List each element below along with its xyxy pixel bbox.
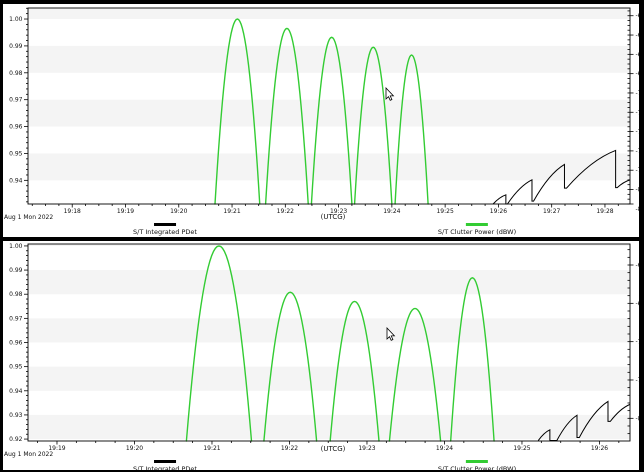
right-y-tick-label: -65	[636, 300, 640, 307]
date-label: Aug 1 Mon 2022	[4, 451, 54, 458]
chart-panel-bottom: 19:19 19:20 19:21 19:22 19:23 19:24 19:25 19:26…	[3, 241, 639, 470]
plot-border	[27, 7, 631, 205]
clutter-power-arc	[394, 54, 429, 205]
chart-bottom-canvas[interactable]: 19:19 19:20 19:21 19:22 19:23 19:24 19:25 19:26…	[3, 241, 639, 470]
date-label: Aug 1 Mon 2022	[4, 214, 54, 221]
left-y-tick-label: 0.97	[9, 97, 23, 104]
left-y-tick-label: 0.94	[9, 177, 23, 184]
plot-band	[28, 366, 630, 391]
right-y-tick-label: -75	[636, 377, 640, 384]
x-axis-title: (UTCG)	[320, 445, 346, 453]
plot-band	[28, 414, 630, 440]
left-y-tick-label: 0.94	[9, 388, 23, 395]
legend-item-integrated-pdet: S/T Integrated PDet	[133, 460, 197, 470]
right-y-tick-label: -70	[636, 339, 640, 346]
plot-band	[28, 153, 630, 181]
left-y-tick-label: 0.99	[9, 43, 23, 50]
left-y-tick-label: 0.96	[9, 340, 23, 347]
left-y-tick-label: 0.97	[9, 315, 23, 322]
plot-band	[28, 8, 630, 20]
legend-item-clutter-power: S/T Clutter Power (dBW)	[438, 223, 516, 236]
right-y-tick-label: -74	[636, 129, 640, 136]
x-axis-title: (UTCG)	[320, 213, 346, 221]
chart-panel-top: 19:18 19:19 19:20 19:21 19:22 19:23 19:24 19:25…	[3, 4, 639, 237]
right-y-tick-label: -80	[636, 187, 640, 194]
clutter-power-arc	[263, 291, 318, 442]
x-tick-label: 19:20	[170, 208, 187, 215]
plot-band	[28, 270, 630, 295]
right-y-tick-label: -72	[636, 109, 640, 116]
right-y-tick-label: -60	[636, 262, 640, 269]
legend-label-clutter: S/T Clutter Power (dBW)	[437, 228, 517, 236]
panel-divider	[0, 237, 644, 241]
clutter-power-arc	[449, 277, 495, 442]
x-tick-label: 19:22	[281, 445, 298, 452]
right-y-tick-label: -76	[636, 148, 640, 155]
legend-item-integrated-pdet: S/T Integrated PDet	[133, 223, 197, 236]
x-tick-label: 19:24	[436, 445, 453, 452]
x-tick-label: 19:21	[203, 445, 220, 452]
left-y-tick-label: 0.92	[9, 436, 23, 443]
clutter-power-arc	[264, 27, 309, 205]
pdet-legend-swatch	[154, 223, 176, 226]
left-y-tick-label: 0.99	[9, 267, 23, 274]
left-y-tick-label: 1.00	[9, 243, 23, 250]
clutter-power-arc	[329, 300, 380, 442]
pdet-legend-swatch	[154, 460, 176, 463]
plot-band	[28, 244, 630, 246]
right-y-tick-label: -62	[636, 13, 640, 20]
x-tick-label: 19:26	[591, 445, 608, 452]
right-y-tick-label: -64	[636, 32, 640, 39]
clutter-legend-swatch	[465, 460, 488, 463]
clutter-power-arc	[388, 307, 442, 442]
plot-band	[28, 45, 630, 73]
x-tick-label: 19:28	[596, 208, 613, 215]
right-y-tick-label: -80	[636, 415, 640, 422]
left-y-tick-label: 1.00	[9, 16, 23, 23]
chart-top-canvas[interactable]: 19:18 19:19 19:20 19:21 19:22 19:23 19:24 19:25…	[3, 4, 639, 237]
x-tick-label: 19:25	[513, 445, 530, 452]
left-y-tick-label: 0.96	[9, 124, 23, 131]
x-tick-label: 19:20	[126, 445, 143, 452]
x-tick-label: 19:27	[543, 208, 560, 215]
mouse-cursor-icon	[386, 326, 396, 341]
left-y-tick-label: 0.98	[9, 70, 23, 77]
right-y-tick-label: -78	[636, 167, 640, 174]
legend-label-pdet: S/T Integrated PDet	[133, 465, 197, 470]
clutter-power-arc	[214, 18, 261, 205]
clutter-power-arc	[310, 36, 353, 205]
right-y-tick-label: -82	[636, 206, 640, 213]
integrated-pdet-sawtooth	[537, 400, 630, 442]
integrated-pdet-sawtooth	[492, 149, 631, 205]
clutter-legend-swatch	[465, 223, 488, 226]
x-tick-label: 19:18	[64, 208, 81, 215]
x-tick-label: 19:26	[490, 208, 507, 215]
plot-band	[28, 99, 630, 127]
x-tick-label: 19:21	[223, 208, 240, 215]
legend-item-clutter-power: S/T Clutter Power (dBW)	[438, 460, 516, 470]
x-tick-label: 19:25	[436, 208, 453, 215]
right-y-tick-label: -66	[636, 51, 640, 58]
plot-band	[28, 318, 630, 343]
legend-label-clutter: S/T Clutter Power (dBW)	[437, 465, 517, 470]
right-y-tick-label: -68	[636, 71, 640, 78]
x-tick-label: 19:19	[48, 445, 65, 452]
right-y-tick-label: -70	[636, 90, 640, 97]
x-tick-label: 19:19	[117, 208, 134, 215]
clutter-power-arc	[185, 245, 253, 442]
x-tick-label: 19:23	[358, 445, 375, 452]
legend-label-pdet: S/T Integrated PDet	[133, 228, 197, 236]
x-tick-label: 19:22	[277, 208, 294, 215]
left-y-tick-label: 0.95	[9, 364, 23, 371]
left-y-tick-label: 0.98	[9, 291, 23, 298]
x-tick-label: 19:23	[330, 208, 347, 215]
left-y-tick-label: 0.95	[9, 150, 23, 157]
clutter-power-arc	[353, 46, 393, 205]
left-y-tick-label: 0.93	[9, 412, 23, 419]
mouse-cursor-icon	[385, 86, 395, 101]
x-tick-label: 19:24	[383, 208, 400, 215]
